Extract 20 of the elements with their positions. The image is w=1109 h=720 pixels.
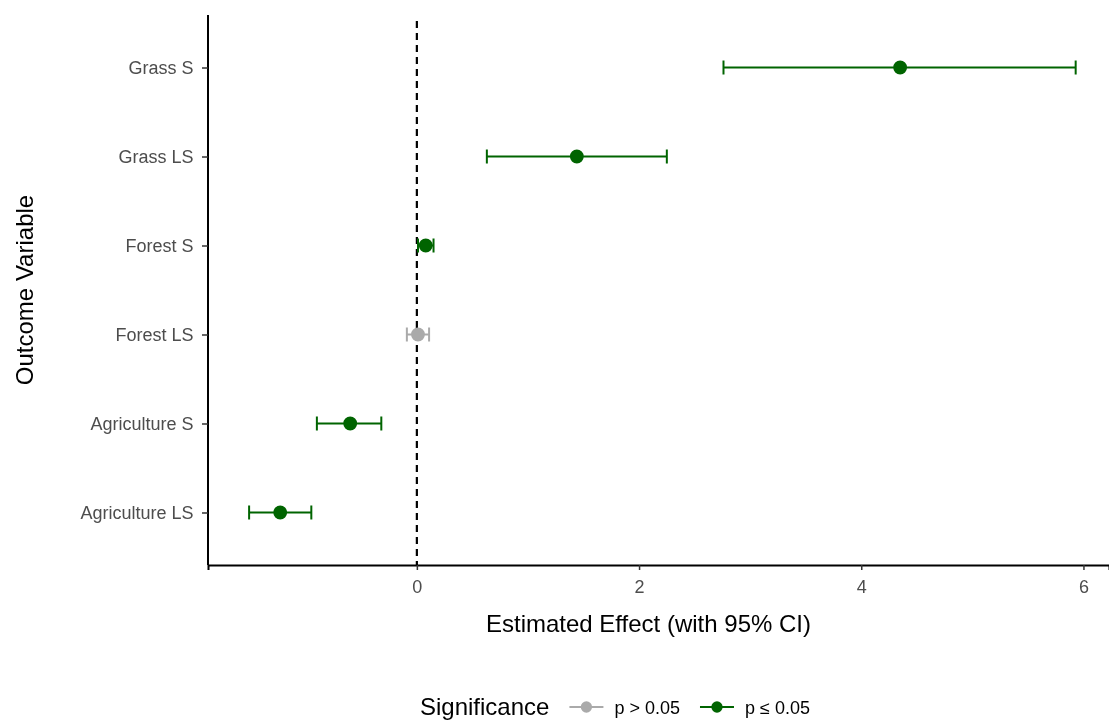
legend-title: Significance xyxy=(420,693,550,720)
y-tick-label: Forest LS xyxy=(115,324,194,345)
y-axis-title: Outcome Variable xyxy=(11,194,38,386)
y-tick-label: Grass S xyxy=(128,57,194,78)
y-tick-label: Forest S xyxy=(125,235,194,256)
point xyxy=(411,327,425,342)
x-tick-label: 0 xyxy=(412,576,423,597)
legend-label: p ≤ 0.05 xyxy=(744,698,810,718)
x-tick-label: 6 xyxy=(1078,576,1089,597)
point xyxy=(893,60,908,75)
legend-label: p > 0.05 xyxy=(614,698,680,718)
y-tick-label: Agriculture LS xyxy=(80,502,194,523)
y-tick-label: Agriculture S xyxy=(90,413,194,434)
y-tick-label: Grass LS xyxy=(118,146,194,167)
x-tick-label: 2 xyxy=(634,576,645,597)
x-axis-title: Estimated Effect (with 95% CI) xyxy=(485,610,812,637)
point xyxy=(569,149,584,164)
point xyxy=(273,505,288,520)
x-tick-label: 4 xyxy=(856,576,867,597)
point xyxy=(343,416,358,431)
